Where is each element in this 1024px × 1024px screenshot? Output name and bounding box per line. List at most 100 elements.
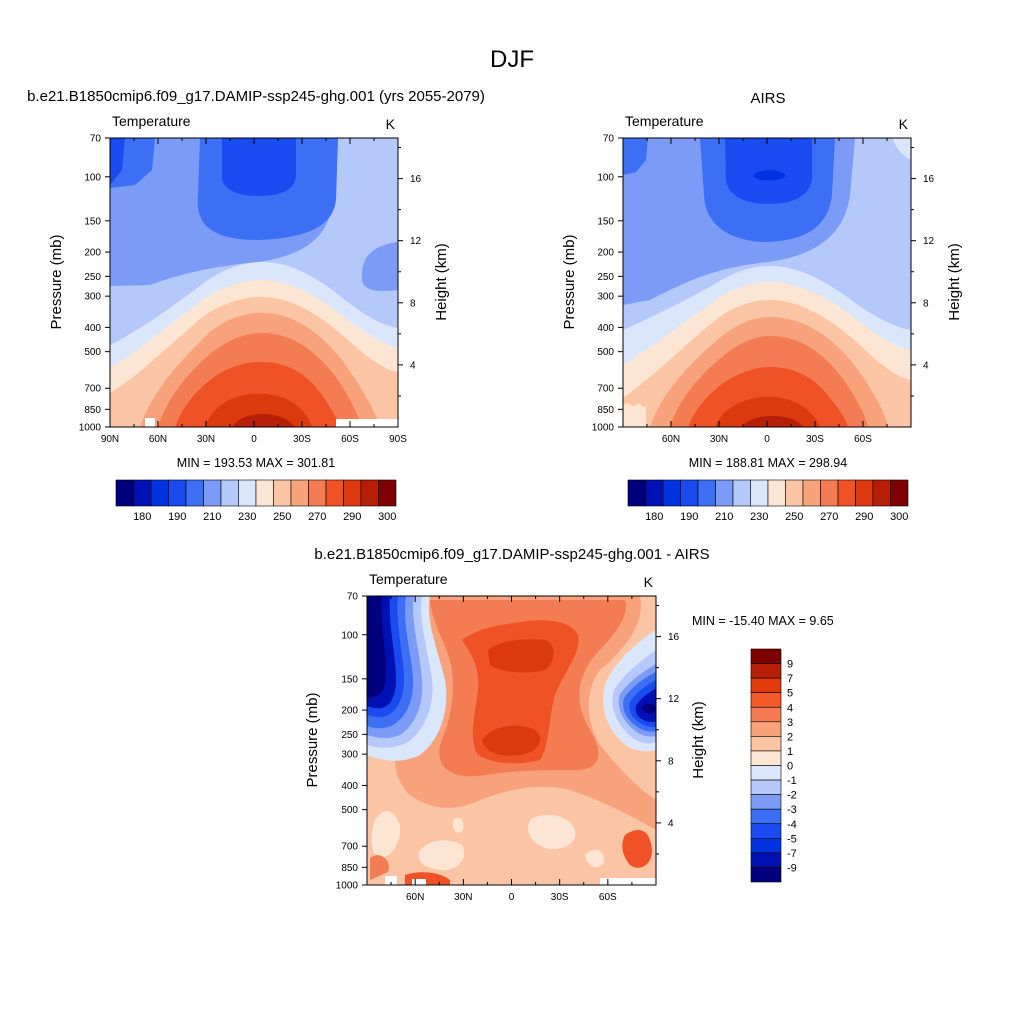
colorbar-swatch [360, 479, 379, 507]
lat-tick-label: 60S [341, 434, 359, 445]
colorbar-swatch [855, 479, 874, 507]
panel-diff-axes: 70 100 150 200 250 300 400 500 700 850 1000 16 12 8 4 6… [336, 592, 680, 904]
height-tick-label: 16 [668, 632, 680, 643]
colorbar-swatch [767, 479, 786, 507]
colorbar-label: 3 [787, 717, 793, 729]
contour-band [367, 596, 387, 698]
contour-band [232, 414, 295, 427]
colorbar-swatch [115, 479, 134, 507]
pressure-tick-label: 500 [84, 347, 101, 358]
contour-band [482, 725, 540, 756]
colorbar-label: -9 [787, 862, 797, 874]
colorbar-label: 230 [750, 511, 768, 523]
height-tick-label: 4 [668, 818, 674, 829]
panel-model-units: K [386, 116, 396, 132]
height-tick-label: 16 [410, 174, 422, 185]
pressure-tick-label: 150 [341, 674, 358, 685]
height-tick-label: 4 [923, 360, 929, 371]
pressure-tick-label: 850 [341, 863, 358, 874]
colorbar-label: 300 [378, 511, 396, 523]
pressure-tick-label: 400 [341, 781, 358, 792]
pressure-tick-label: 100 [597, 172, 614, 183]
panel-obs: AIRS Temperature K 70 100 150 200 250 300 400 5… [561, 90, 963, 523]
contour-band [622, 830, 652, 868]
height-tick-label: 12 [410, 236, 422, 247]
contour-band [452, 817, 464, 833]
colorbar-label: 180 [645, 511, 663, 523]
colorbar-label: 1 [787, 746, 793, 758]
panel-model-ylabel: Pressure (mb) [48, 234, 65, 329]
pressure-tick-label: 300 [341, 750, 358, 761]
panel-diff-units: K [644, 574, 654, 590]
colorbar-label: 250 [785, 511, 803, 523]
colorbar-swatch [750, 867, 782, 883]
panel-diff-title: b.e21.B1850cmip6.f09_g17.DAMIP-ssp245-gh… [314, 546, 709, 563]
colorbar-label: 4 [787, 702, 793, 714]
colorbar-label: -2 [787, 790, 797, 802]
colorbar-swatch [750, 750, 782, 766]
colorbar-label: 190 [168, 511, 186, 523]
colorbar-swatch [750, 736, 782, 752]
colorbar-swatch [133, 479, 152, 507]
colorbar-label: 0 [787, 761, 793, 773]
colorbar-swatch [750, 808, 782, 825]
panel-model-colorbar: 180 190 210 230 250 270 290 300 [115, 479, 397, 523]
colorbar-swatch [255, 479, 274, 507]
colorbar-swatch [890, 479, 909, 507]
lat-tick-label: 30N [454, 892, 472, 903]
height-tick-label: 16 [923, 174, 935, 185]
colorbar-swatch [820, 479, 839, 507]
pressure-tick-label: 70 [90, 134, 102, 145]
panel-diff-plot [367, 596, 656, 885]
lat-tick-label: 90N [101, 434, 119, 445]
colorbar-swatch [802, 479, 821, 507]
pressure-tick-label: 150 [597, 216, 614, 227]
colorbar-swatch [872, 479, 891, 507]
pressure-tick-label: 100 [84, 172, 101, 183]
height-tick-label: 4 [410, 360, 416, 371]
colorbar-swatch [308, 479, 327, 507]
colorbar-swatch [750, 779, 782, 795]
panel-obs-plot [623, 138, 911, 427]
contour-band [585, 849, 605, 868]
colorbar-label: 270 [308, 511, 326, 523]
missing-data [385, 876, 397, 885]
colorbar-swatch [290, 479, 309, 507]
lat-tick-label: 90S [389, 434, 407, 445]
height-tick-label: 8 [410, 298, 416, 309]
lat-tick-label: 30S [551, 892, 569, 903]
contour-band [623, 138, 648, 175]
colorbar-swatch [750, 794, 782, 810]
colorbar-swatch [343, 479, 362, 507]
pressure-tick-label: 200 [341, 706, 358, 717]
colorbar-swatch [750, 838, 782, 854]
lat-tick-label: 60N [406, 892, 424, 903]
panel-model: b.e21.B1850cmip6.f09_g17.DAMIP-ssp245-gh… [27, 88, 485, 523]
colorbar-swatch [732, 479, 751, 507]
pressure-tick-label: 250 [597, 272, 614, 283]
lat-tick-label: 30S [293, 434, 311, 445]
contour-band [753, 170, 786, 181]
pressure-tick-label: 300 [84, 292, 101, 303]
contour-band [488, 639, 554, 673]
pressure-tick-label: 700 [597, 384, 614, 395]
colorbar-swatch [378, 479, 397, 507]
colorbar-swatch [750, 648, 782, 664]
lat-tick-label: 0 [764, 434, 770, 445]
pressure-tick-label: 400 [84, 323, 101, 334]
pressure-tick-label: 700 [341, 842, 358, 853]
missing-data [412, 879, 426, 885]
colorbar-label: -3 [787, 804, 797, 816]
panel-obs-y2label: Height (km) [946, 243, 963, 321]
missing-data [336, 419, 398, 427]
colorbar-label: 210 [203, 511, 221, 523]
colorbar-label: 190 [680, 511, 698, 523]
pressure-tick-label: 150 [84, 216, 101, 227]
colorbar-swatch [627, 479, 646, 507]
lat-tick-label: 30S [806, 434, 824, 445]
pressure-tick-label: 250 [84, 272, 101, 283]
contour-band [371, 810, 401, 859]
missing-data [600, 878, 656, 885]
colorbar-label: 300 [890, 511, 908, 523]
